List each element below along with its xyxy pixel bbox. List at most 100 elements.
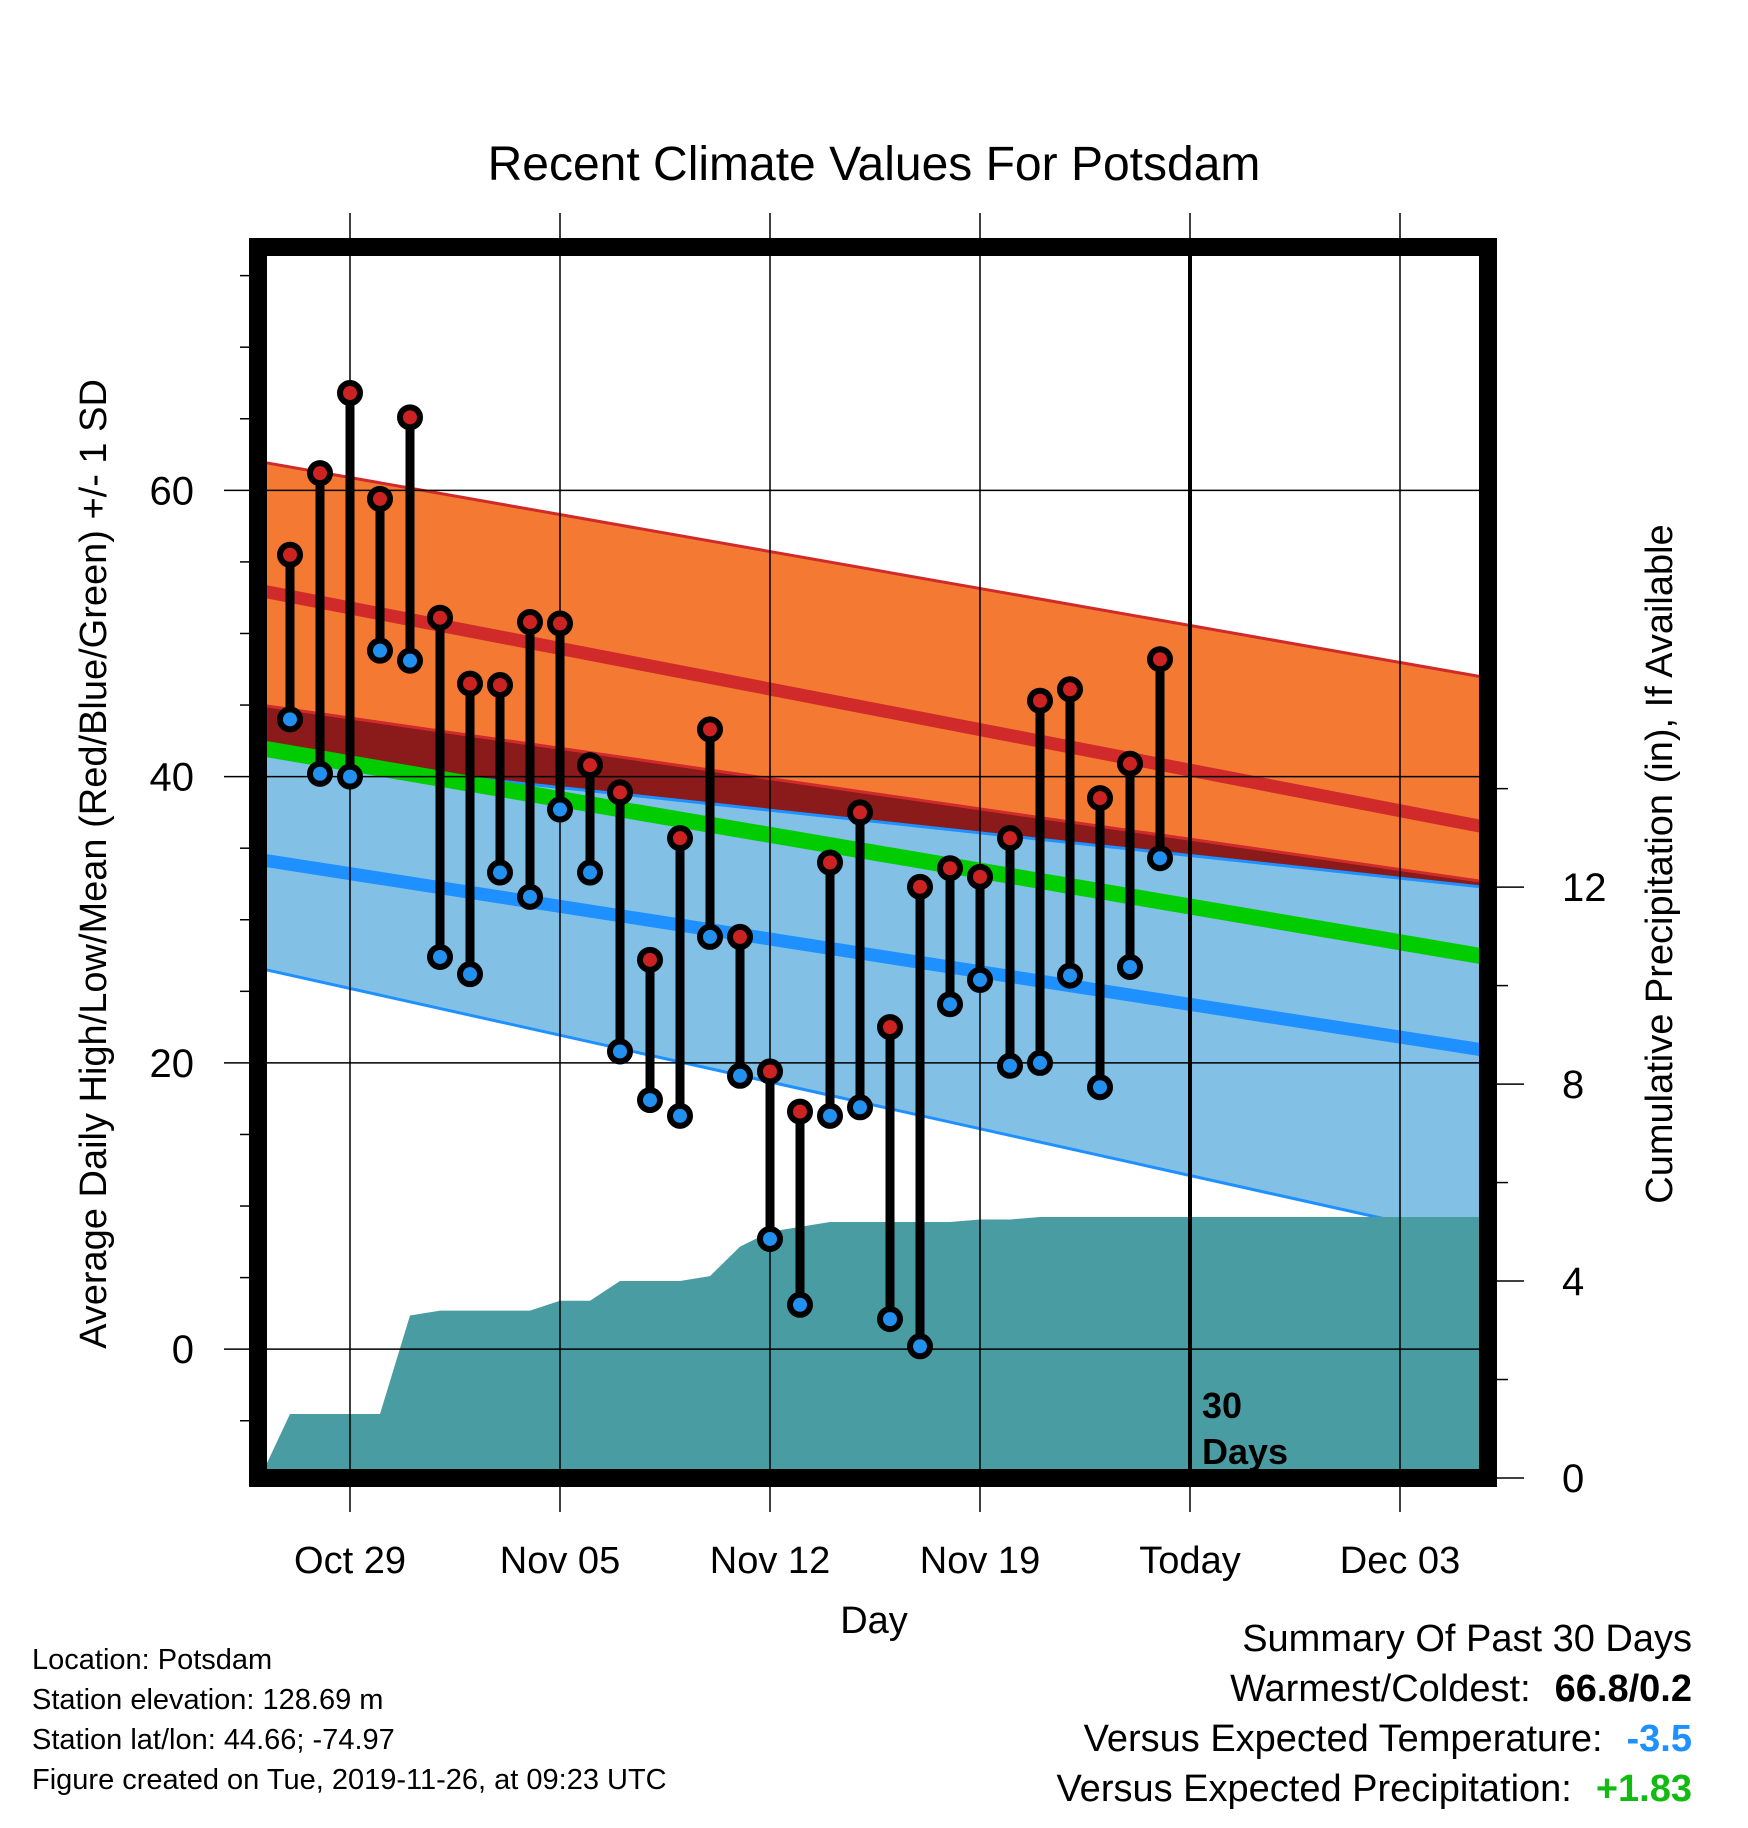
precip-label: Versus Expected Precipitation:	[1056, 1768, 1572, 1810]
high-point	[757, 1058, 783, 1085]
low-point	[757, 1225, 783, 1252]
plot-frame	[249, 238, 1497, 1487]
summary-warmest-coldest: Warmest/Coldest: 66.8/0.2	[1056, 1664, 1692, 1714]
y-tick-label: 0	[172, 1328, 194, 1372]
high-point	[337, 380, 363, 407]
low-point	[847, 1094, 873, 1121]
today-label: Days	[1202, 1431, 1288, 1472]
low-point	[457, 961, 483, 988]
x-tick-label: Nov 19	[920, 1540, 1040, 1582]
elevation-text: Station elevation: 128.69 m	[32, 1684, 384, 1716]
high-point	[307, 460, 333, 487]
station-info: Location: Potsdam Station elevation: 128…	[32, 1640, 667, 1800]
low-point	[907, 1333, 933, 1360]
x-tick-label: Nov 12	[710, 1540, 830, 1582]
today-label: 30	[1202, 1385, 1242, 1426]
y2-tick-label: 4	[1562, 1260, 1584, 1304]
low-point	[1027, 1049, 1053, 1076]
summary-precipitation: Versus Expected Precipitation: +1.83	[1056, 1764, 1692, 1814]
chart-title: Recent Climate Values For Potsdam	[488, 138, 1261, 191]
precipitation-area	[260, 1217, 1488, 1478]
low-point	[1057, 962, 1083, 989]
x-tick-label: Nov 05	[500, 1540, 620, 1582]
low-point	[667, 1102, 693, 1129]
high-point	[847, 799, 873, 826]
low-point	[787, 1291, 813, 1318]
low-point	[967, 966, 993, 993]
y-tick-label: 60	[150, 469, 195, 513]
plot-area: 30 Days Oct 29 Nov 05 Nov 12 Nov 19 Today Dec 0…	[150, 213, 1607, 1582]
y-tick-label: 20	[150, 1042, 195, 1086]
plot-inner: 30 Days	[258, 247, 1488, 1478]
high-point	[577, 752, 603, 779]
high-point	[487, 672, 513, 699]
low-point	[277, 706, 303, 733]
high-mean-line	[258, 584, 1488, 835]
high-point	[1087, 785, 1113, 812]
high-plus-sd-line	[259, 460, 1488, 680]
low-point	[727, 1062, 753, 1089]
high-point	[277, 541, 303, 568]
x-tick-label: Oct 29	[294, 1540, 406, 1582]
created-text: Figure created on Tue, 2019-11-26, at 09…	[32, 1764, 667, 1796]
low-point	[877, 1306, 903, 1333]
high-point	[907, 873, 933, 900]
summary-title: Summary Of Past 30 Days	[1242, 1618, 1692, 1660]
low-point	[937, 991, 963, 1018]
x-tick-label: Dec 03	[1340, 1540, 1460, 1582]
summary-temperature: Versus Expected Temperature: -3.5	[1056, 1714, 1692, 1764]
high-point	[457, 670, 483, 697]
high-point	[517, 609, 543, 636]
low-point	[1117, 953, 1143, 980]
high-point	[877, 1014, 903, 1041]
low-sd-band	[260, 755, 1488, 1242]
y-axis-label: Average Daily High/Low/Mean (Red/Blue/Gr…	[73, 379, 115, 1349]
latlon-text: Station lat/lon: 44.66; -74.97	[32, 1724, 395, 1756]
high-point	[397, 404, 423, 431]
high-point	[817, 849, 843, 876]
high-point	[937, 855, 963, 882]
low-point	[1087, 1074, 1113, 1101]
y2-tick-label: 8	[1562, 1063, 1584, 1107]
high-point	[427, 604, 453, 631]
high-point	[367, 485, 393, 512]
x-axis-label: Day	[840, 1600, 908, 1642]
low-point	[307, 760, 333, 787]
high-point	[697, 716, 723, 743]
low-point	[607, 1038, 633, 1065]
y2-tick-label: 12	[1562, 866, 1607, 910]
high-point	[667, 825, 693, 852]
low-point	[637, 1087, 663, 1114]
location-text: Location: Potsdam	[32, 1644, 273, 1676]
x-tick-label: Today	[1139, 1540, 1240, 1582]
temp-label: Versus Expected Temperature:	[1083, 1718, 1603, 1760]
low-point	[487, 859, 513, 886]
low-point	[367, 637, 393, 664]
high-point	[967, 863, 993, 890]
low-point	[547, 796, 573, 823]
high-point	[1057, 676, 1083, 703]
warmest-coldest-label: Warmest/Coldest:	[1230, 1668, 1531, 1710]
high-point	[997, 825, 1023, 852]
low-point	[337, 763, 363, 790]
low-point	[427, 943, 453, 970]
high-point	[787, 1098, 813, 1125]
warmest-coldest-value: 66.8/0.2	[1554, 1668, 1692, 1710]
low-point	[817, 1102, 843, 1129]
high-point	[547, 610, 573, 637]
low-point	[517, 883, 543, 910]
high-point	[1027, 687, 1053, 714]
y2-tick-label: 0	[1562, 1457, 1584, 1501]
low-point	[697, 923, 723, 950]
high-point	[727, 923, 753, 950]
high-point	[1117, 750, 1143, 777]
low-point	[577, 859, 603, 886]
low-point	[397, 647, 423, 674]
high-point	[607, 779, 633, 806]
summary-panel: Summary Of Past 30 Days Warmest/Coldest:…	[1056, 1614, 1692, 1814]
high-point	[637, 946, 663, 973]
high-point	[1147, 646, 1173, 673]
low-point	[997, 1052, 1023, 1079]
y2-axis-label: Cumulative Precipitation (in), If Availa…	[1639, 524, 1681, 1203]
